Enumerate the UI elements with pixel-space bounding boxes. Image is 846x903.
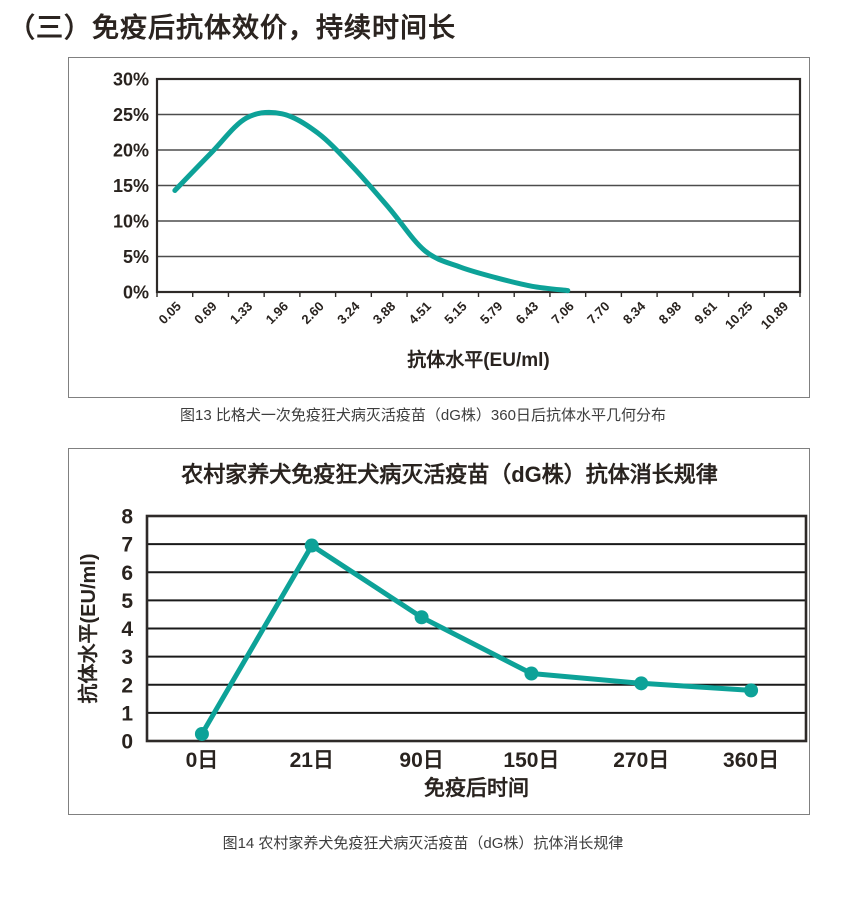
chart-title: 农村家养犬免疫狂犬病灭活疫苗（dG株）抗体消长规律 (180, 462, 718, 487)
x-tick-label: 4.51 (406, 299, 435, 328)
page-title: （三）免疫后抗体效价，持续时间长 (8, 13, 456, 43)
plot-frame (145, 514, 808, 743)
x-tick-label: 8.34 (620, 298, 649, 327)
x-tick-label: 3.24 (334, 298, 363, 327)
y-axis-title: 抗体水平(EU/ml) (76, 554, 100, 704)
x-tick-label: 9.61 (691, 299, 720, 328)
x-tick-label: 3.88 (370, 299, 399, 328)
figure14-line-chart: 0 1 2 3 4 5 6 7 8 0日 21日 90日 150日 270日 360日 农村家养犬免疫狂犬病灭… (76, 462, 808, 800)
x-tick-label: 7.06 (548, 299, 577, 328)
y-tick-label: 5 (121, 590, 133, 613)
y-tick-label: 20% (113, 140, 149, 160)
figure13-line-chart: 0%5%10%15%20%25%30%0.05 0.69 1.33 1.96 2.60 3… (113, 69, 802, 371)
y-tick-label: 0% (123, 282, 149, 302)
y-tick-label: 4 (121, 618, 133, 641)
y-tick-label: 30% (113, 69, 149, 89)
x-axis-title: 抗体水平(EU/ml) (407, 348, 550, 371)
series-line (172, 109, 571, 294)
x-tick-label: 7.70 (584, 299, 613, 328)
y-tick-label: 3 (121, 646, 133, 669)
x-tick-label: 90日 (399, 749, 443, 772)
x-tick-label: 1.96 (263, 299, 292, 328)
x-axis-title: 免疫后时间 (424, 776, 529, 800)
x-tick-label: 0.05 (155, 299, 184, 328)
x-tick-label: 5.15 (441, 299, 470, 328)
x-tick-label: 270日 (613, 749, 669, 772)
figure13-chart-box: 0% 5% 10% 15% 20% 25% 30% 0.05 0.69 1.33 1.96 2.60 3… (68, 57, 810, 398)
data-point-marker (414, 610, 429, 625)
y-tick-label: 1 (121, 702, 133, 725)
y-tick-label: 25% (113, 105, 149, 125)
y-tick-label: 7 (121, 534, 133, 557)
x-tick-label: 21日 (290, 749, 334, 772)
data-point-marker (524, 666, 539, 681)
y-tick-label: 6 (121, 562, 133, 585)
figure13-caption: 图13 比格犬一次免疫狂犬病灭活疫苗（dG株）360日后抗体水平几何分布 (180, 407, 666, 424)
x-tick-label: 10.25 (722, 299, 756, 333)
y-tick-label: 0 (121, 731, 133, 754)
x-tick-label: 6.43 (513, 299, 542, 328)
data-point-marker (634, 676, 649, 691)
data-point-marker (304, 538, 319, 553)
data-point-marker (744, 683, 759, 698)
figure14-caption: 图14 农村家养犬免疫狂犬病灭活疫苗（dG株）抗体消长规律 (222, 835, 624, 852)
y-tick-label: 8 (121, 506, 133, 529)
y-tick-label: 10% (113, 211, 149, 231)
x-tick-label: 150日 (503, 749, 559, 772)
x-tick-label: 0.69 (191, 299, 220, 328)
x-tick-label: 1.33 (227, 299, 256, 328)
data-point-marker (194, 726, 209, 741)
y-tick-label: 5% (123, 247, 149, 267)
x-tick-label: 8.98 (656, 299, 685, 328)
y-tick-label: 2 (121, 674, 133, 697)
x-tick-label: 5.79 (477, 299, 506, 328)
x-tick-label: 0日 (186, 749, 219, 772)
x-tick-label: 10.89 (758, 299, 792, 333)
figure14-chart-box: 0 1 2 3 4 5 6 7 8 0日 21日 90日 150日 270日 360日 农村家养犬免疫狂犬病灭… (68, 448, 810, 815)
y-tick-label: 15% (113, 176, 149, 196)
x-tick-label: 360日 (723, 749, 779, 772)
series-line (199, 543, 754, 737)
x-tick-label: 2.60 (298, 299, 327, 328)
